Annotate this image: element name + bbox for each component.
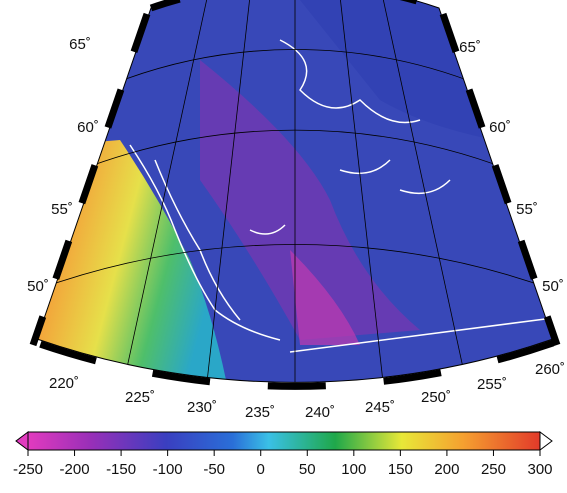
colorbar-arrow — [540, 432, 552, 450]
lat-label: 50˚ — [542, 278, 564, 295]
lon-label: 255˚ — [477, 376, 507, 393]
lon-label: 260˚ — [535, 361, 565, 378]
lat-label: 65˚ — [69, 36, 91, 53]
lon-label: 245˚ — [365, 399, 395, 416]
lat-label: 65˚ — [459, 39, 481, 56]
lon-label: 230˚ — [187, 399, 217, 416]
lon-label: 235˚ — [245, 404, 275, 421]
lat-label: 60˚ — [77, 119, 99, 136]
map-figure: 65˚ 60˚ 55˚ 50˚ 65˚ 60˚ 55˚ 50˚ 220˚ 225˚ 230˚ 235˚… — [0, 0, 567, 488]
lat-label: 55˚ — [51, 201, 73, 218]
colorbar: -250 -200 -150 -100 -50 0 50 100 150 200 250 300 — [13, 432, 553, 478]
colorbar-tick-label: -50 — [203, 461, 225, 478]
colorbar-tick-label: 150 — [388, 461, 413, 478]
lat-label: 50˚ — [27, 278, 49, 295]
colorbar-arrow — [16, 432, 28, 450]
lon-label: 225˚ — [125, 389, 155, 406]
colorbar-tick-label: -100 — [153, 461, 183, 478]
lon-label: 220˚ — [49, 375, 79, 392]
lon-label: 240˚ — [305, 404, 335, 421]
colorbar-tick-label: 200 — [434, 461, 459, 478]
lat-label: 55˚ — [516, 201, 538, 218]
lat-label: 60˚ — [489, 119, 511, 136]
colorbar-tick-label: 0 — [257, 461, 265, 478]
lon-label: 250˚ — [421, 389, 451, 406]
colorbar-tick-label: 50 — [299, 461, 316, 478]
colorbar-tick-label: 250 — [481, 461, 506, 478]
colorbar-tick-label: -150 — [106, 461, 136, 478]
colorbar-ramp — [28, 432, 540, 450]
colorbar-tick-label: 100 — [341, 461, 366, 478]
colorbar-tick-label: 300 — [527, 461, 552, 478]
colorbar-tick-label: -250 — [13, 461, 43, 478]
colorbar-tick-label: -200 — [60, 461, 90, 478]
